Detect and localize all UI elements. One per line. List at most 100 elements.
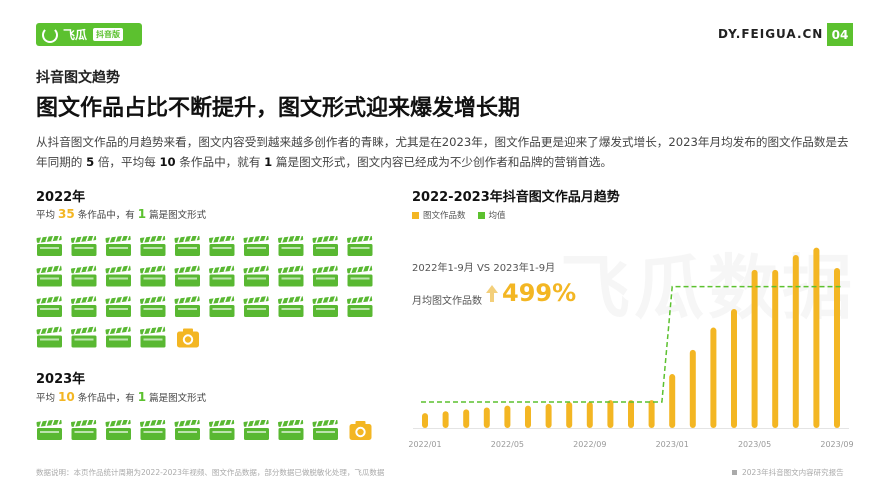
footnote: 数据说明：本页作品统计周期为2022-2023年视频、图文作品数据，部分数据已做… <box>36 468 385 477</box>
bar-2022/03 <box>463 409 470 428</box>
ratio-2022-photo: 1 <box>137 207 147 221</box>
legend-swatch-avg <box>477 211 485 219</box>
year-2022-ratio: 平均 35 条作品中，有 1 篇是图文形式 <box>36 207 206 221</box>
chart-legend: 图文作品数 均值 <box>412 209 506 221</box>
intro-text-1: 从抖音图文作品的月趋势来看，图文内容受到越来越多创作者的青睐，尤其是在2023年… <box>36 135 849 169</box>
bar-2022/02 <box>442 411 449 428</box>
clapperboard-icon <box>209 264 235 287</box>
ratio-2023-mid: 条作品中，有 <box>74 393 138 404</box>
clapperboard-icon <box>278 236 304 256</box>
bar-2023/04 <box>731 308 737 428</box>
bar-2022/10 <box>607 400 614 428</box>
icon-grid-2023 <box>36 420 372 440</box>
clapperboard-icon <box>71 236 97 256</box>
intro-paragraph: 从抖音图文作品的月趋势来看，图文内容受到越来越多创作者的青睐，尤其是在2023年… <box>36 132 856 172</box>
brand-mark-icon <box>42 26 58 43</box>
bar-2022/11 <box>628 400 634 428</box>
ratio-2022-mid: 条作品中，有 <box>74 210 138 221</box>
clapperboard-icon <box>140 236 166 256</box>
bar-2022/04 <box>483 407 490 428</box>
brand-logo: 飞瓜 抖音版 <box>36 23 142 46</box>
page-number: 04 <box>827 23 853 46</box>
clapperboard-icon <box>243 294 269 317</box>
ratio-2023-photo: 1 <box>137 390 147 404</box>
chart-title: 2022-2023年抖音图文作品月趋势 <box>412 190 620 205</box>
legend-swatch-bar <box>412 211 419 219</box>
x-tick-label: 2023/01 <box>656 440 689 449</box>
ratio-2022-post: 篇是图文形式 <box>146 210 207 221</box>
clapperboard-icon <box>71 325 97 348</box>
bar-2023/07 <box>792 255 799 428</box>
bar-2022/01 <box>422 413 428 428</box>
brand-name: 飞瓜 <box>63 28 88 42</box>
bar-2022/12 <box>648 400 655 428</box>
clapperboard-icon <box>105 294 131 317</box>
compare-label: 2022年1-9月 VS 2023年1-9月 <box>412 263 556 274</box>
bar-2022/09 <box>586 401 593 428</box>
ratio-2023-total: 10 <box>58 390 75 404</box>
brand-badge: 抖音版 <box>93 28 124 41</box>
report-label: 2023年抖音图文内容研究报告 <box>742 468 844 477</box>
clapperboard-icon <box>71 420 97 440</box>
clapperboard-icon <box>140 325 166 348</box>
avg-line <box>421 285 841 403</box>
clapperboard-icon <box>312 264 338 287</box>
bar-2022/07 <box>545 403 552 428</box>
clapperboard-icon <box>71 294 97 317</box>
section-title: 抖音图文趋势 <box>36 70 120 86</box>
x-tick-label: 2023/09 <box>820 440 853 449</box>
clapperboard-icon <box>174 264 200 287</box>
growth-percent: 499% <box>502 279 577 307</box>
clapperboard-icon <box>140 294 166 317</box>
clapperboard-icon <box>140 420 166 440</box>
clapperboard-icon <box>243 264 269 287</box>
clapperboard-icon <box>105 325 131 348</box>
legend-label-bar: 图文作品数 <box>423 211 466 221</box>
growth-arrow-stem <box>490 292 494 302</box>
report-dot <box>732 470 737 475</box>
intro-num-3: 1 <box>264 155 273 169</box>
bar-2023/09 <box>834 268 840 428</box>
intro-num-1: 5 <box>86 155 95 169</box>
bar-2022/08 <box>566 401 573 428</box>
x-tick-label: 2022/09 <box>573 440 606 449</box>
growth-arrow-icon <box>486 285 498 293</box>
x-tick-label: 2022/05 <box>491 440 524 449</box>
intro-text-3: 条作品中，就有 <box>175 155 265 169</box>
intro-text-2: 倍，平均每 <box>94 155 160 169</box>
year-2022-label: 2022年 <box>36 190 86 205</box>
clapperboard-icon <box>36 236 62 256</box>
clapperboard-icon <box>174 294 200 317</box>
clapperboard-icon <box>174 236 200 256</box>
ratio-2022-total: 35 <box>58 207 75 221</box>
clapperboard-icon <box>347 294 373 317</box>
clapperboard-icon <box>174 420 200 440</box>
clapperboard-icon <box>36 294 62 317</box>
bar-2023/03 <box>710 327 717 428</box>
clapperboard-icon <box>209 420 235 440</box>
x-tick-label: 2023/05 <box>738 440 771 449</box>
clapperboard-icon <box>347 264 373 287</box>
report-name: 2023年抖音图文内容研究报告 <box>732 467 844 478</box>
camera-icon <box>349 421 372 440</box>
bar-2023/01 <box>669 374 676 428</box>
legend-label-avg: 均值 <box>488 211 506 221</box>
bar-2023/06 <box>772 269 779 428</box>
year-2023-ratio: 平均 10 条作品中，有 1 篇是图文形式 <box>36 390 206 404</box>
clapperboard-icon <box>71 264 97 287</box>
clapperboard-icon <box>105 236 131 256</box>
bar-2023/05 <box>751 269 758 428</box>
bar-2022/06 <box>525 405 531 428</box>
trend-chart: 2022/01 2022/05 2022/09 2023/01 2023/05 2023/… <box>408 247 854 449</box>
bar-2023/08 <box>813 247 820 428</box>
page-headline: 图文作品占比不断提升，图文形式迎来爆发增长期 <box>36 96 521 121</box>
clapperboard-icon <box>36 420 62 440</box>
clapperboard-icon <box>105 420 131 440</box>
ratio-2022-pre: 平均 <box>36 210 59 221</box>
clapperboard-icon <box>243 420 269 440</box>
clapperboard-icon <box>209 236 235 256</box>
bar-2023/02 <box>689 349 696 428</box>
site-url: DY.FEIGUA.CN <box>718 27 824 41</box>
clapperboard-icon <box>278 294 304 317</box>
clapperboard-icon <box>209 294 235 317</box>
